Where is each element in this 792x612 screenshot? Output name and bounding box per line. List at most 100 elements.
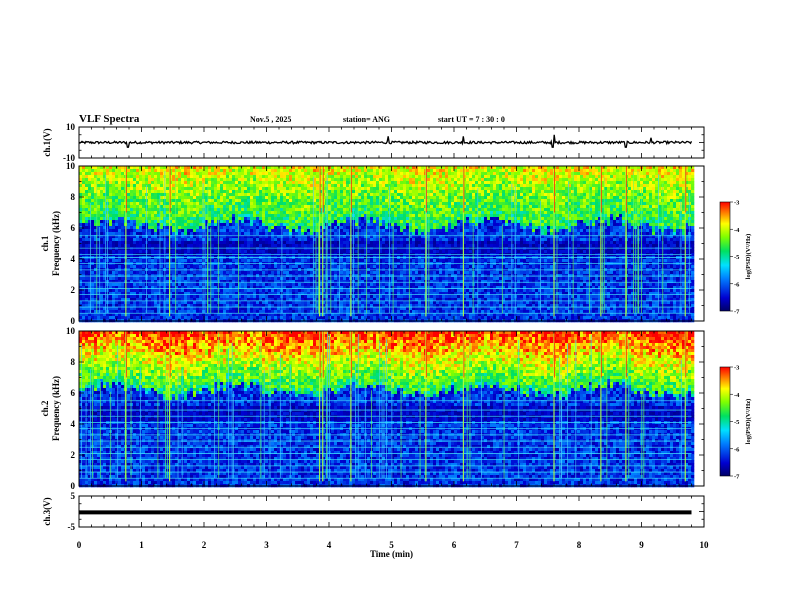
ch1-spectrogram-cell <box>343 223 347 227</box>
ch1-spectrogram-cell <box>166 286 170 290</box>
ch1-spectrogram-cell <box>97 259 101 263</box>
ch1-spectrogram-cell <box>322 232 326 236</box>
ch1-spectrogram-cell <box>286 286 290 290</box>
ch1-spectrogram-cell <box>160 247 164 251</box>
ch1-spectrogram-cell <box>178 235 182 239</box>
ch1-spectrogram-cell <box>82 235 86 239</box>
ch1-spectrogram-cell <box>97 214 101 218</box>
ch1-spectrogram-cell <box>199 289 203 293</box>
ch1-spectrogram-cell <box>322 211 326 215</box>
ch1-spectrogram-cell <box>226 301 230 305</box>
ch1-spectrogram-cell <box>199 310 203 314</box>
ch1-spectrogram-cell <box>190 208 194 212</box>
ch1-spectrogram-cell <box>361 265 365 269</box>
ch1-spectrogram-cell <box>157 265 161 269</box>
ch1-spectrogram-cell <box>121 214 125 218</box>
ch1-spectrogram-cell <box>94 313 98 317</box>
ch1-spectrogram-cell <box>259 196 263 200</box>
ch1-spectrogram-cell <box>346 298 350 302</box>
ch1-spectrogram-cell <box>202 211 206 215</box>
ch1-spectrogram-cell <box>181 229 185 233</box>
ch1-spectrogram-cell <box>85 187 89 191</box>
ch1-spectrogram-cell <box>331 265 335 269</box>
ch1-spectrogram-cell <box>154 241 158 245</box>
ch1-spectrogram-cell <box>232 205 236 209</box>
ch1-spectrogram-cell <box>298 235 302 239</box>
ch1-spectrogram-cell <box>91 283 95 287</box>
ch1-spectrogram-cell <box>190 286 194 290</box>
ch1-spectrogram-cell <box>157 181 161 185</box>
ch1-spectrogram-cell <box>94 187 98 191</box>
ch1-spectrogram-cell <box>274 307 278 311</box>
ch1-spectrogram-cell <box>298 181 302 185</box>
ch1-spectrogram-cell <box>271 223 275 227</box>
ch1-spectrogram-cell <box>361 292 365 296</box>
ch1-spectrogram-cell <box>340 226 344 230</box>
ch1-spectrogram-cell <box>181 265 185 269</box>
ch1-spectrogram-cell <box>265 232 269 236</box>
ch1-spectrogram-cell <box>100 310 104 314</box>
ch1-spectrogram-cell <box>136 238 140 242</box>
ch1-spectrogram-cell <box>301 169 305 173</box>
ch1-spectrogram-cell <box>127 202 131 206</box>
ch1-spectrogram-cell <box>199 277 203 281</box>
ch1-spectrogram-cell <box>85 265 89 269</box>
ch1-spectrogram-cell <box>235 193 239 197</box>
ch1-spectrogram-cell <box>205 283 209 287</box>
ch1-spectrogram-cell <box>247 283 251 287</box>
ch1-spectrogram-cell <box>232 178 236 182</box>
ch1-spectrogram-cell <box>130 205 134 209</box>
ch1-spectrogram-cell <box>190 244 194 248</box>
ch1-spectrogram-cell <box>226 193 230 197</box>
ch1-spectrogram-cell <box>91 193 95 197</box>
ch1-spectrogram-cell <box>286 208 290 212</box>
ch1-spectrogram-cell <box>217 190 221 194</box>
ch1-spectrogram-cell <box>286 280 290 284</box>
ch1-spectrogram-cell <box>133 289 137 293</box>
ch1-spectrogram-cell <box>85 271 89 275</box>
ch1-spectrogram-cell <box>220 190 224 194</box>
ch1-spectrogram-cell <box>310 211 314 215</box>
ch1-spectrogram-cell <box>103 277 107 281</box>
ch1-spectrogram-cell <box>196 289 200 293</box>
ch1-spectrogram-cell <box>340 172 344 176</box>
ch1-spectrogram-cell <box>361 226 365 230</box>
ch1-spectrogram-cell <box>100 289 104 293</box>
ch1-spectrogram-cell <box>136 304 140 308</box>
ch1-spectrogram-cell <box>355 271 359 275</box>
ch1-spectrogram-cell <box>298 280 302 284</box>
ch1-spectrogram-cell <box>361 187 365 191</box>
ch1-spectrogram-cell <box>298 316 302 320</box>
ch1-spectrogram-cell <box>346 199 350 203</box>
ch1-spectrogram-cell <box>268 271 272 275</box>
ch1-spectrogram-cell <box>319 235 323 239</box>
ch1-spectrogram-cell <box>118 286 122 290</box>
ch1-spectrogram-cell <box>313 199 317 203</box>
ch1-spectrogram-cell <box>259 178 263 182</box>
ch1-spectrogram-cell <box>115 196 119 200</box>
ch1-spectrogram-cell <box>259 286 263 290</box>
ch1-spectrogram-cell <box>349 316 353 320</box>
ch1-spectrogram-cell <box>82 172 86 176</box>
ch1-spectrogram-cell <box>346 289 350 293</box>
ch1-spectrogram-cell <box>286 304 290 308</box>
ch1-spectrogram-cell <box>109 292 113 296</box>
ch1-spectrogram-cell <box>235 214 239 218</box>
ch1-spectrogram-cell <box>94 286 98 290</box>
ch1-spectrogram-cell <box>109 277 113 281</box>
ch1-spectrogram-cell <box>160 265 164 269</box>
ch1-spectrogram-cell <box>274 214 278 218</box>
ch1-spectrogram-cell <box>166 208 170 212</box>
ch1-spectrogram-cell <box>172 172 176 176</box>
ch1-spectrogram-cell <box>199 178 203 182</box>
ch1-spectrogram-cell <box>328 175 332 179</box>
ch1-spectrogram-cell <box>265 259 269 263</box>
ch1-spectrogram-cell <box>271 247 275 251</box>
ch1-spectrogram-cell <box>208 208 212 212</box>
ch1-spectrogram-cell <box>169 295 173 299</box>
ch1-spectrogram-cell <box>88 235 92 239</box>
ch1-spectrogram-cell <box>289 316 293 320</box>
ch1-spectrogram-cell <box>214 292 218 296</box>
ch1-spectrogram-cell <box>304 241 308 245</box>
ch1-spectrogram-cell <box>199 301 203 305</box>
